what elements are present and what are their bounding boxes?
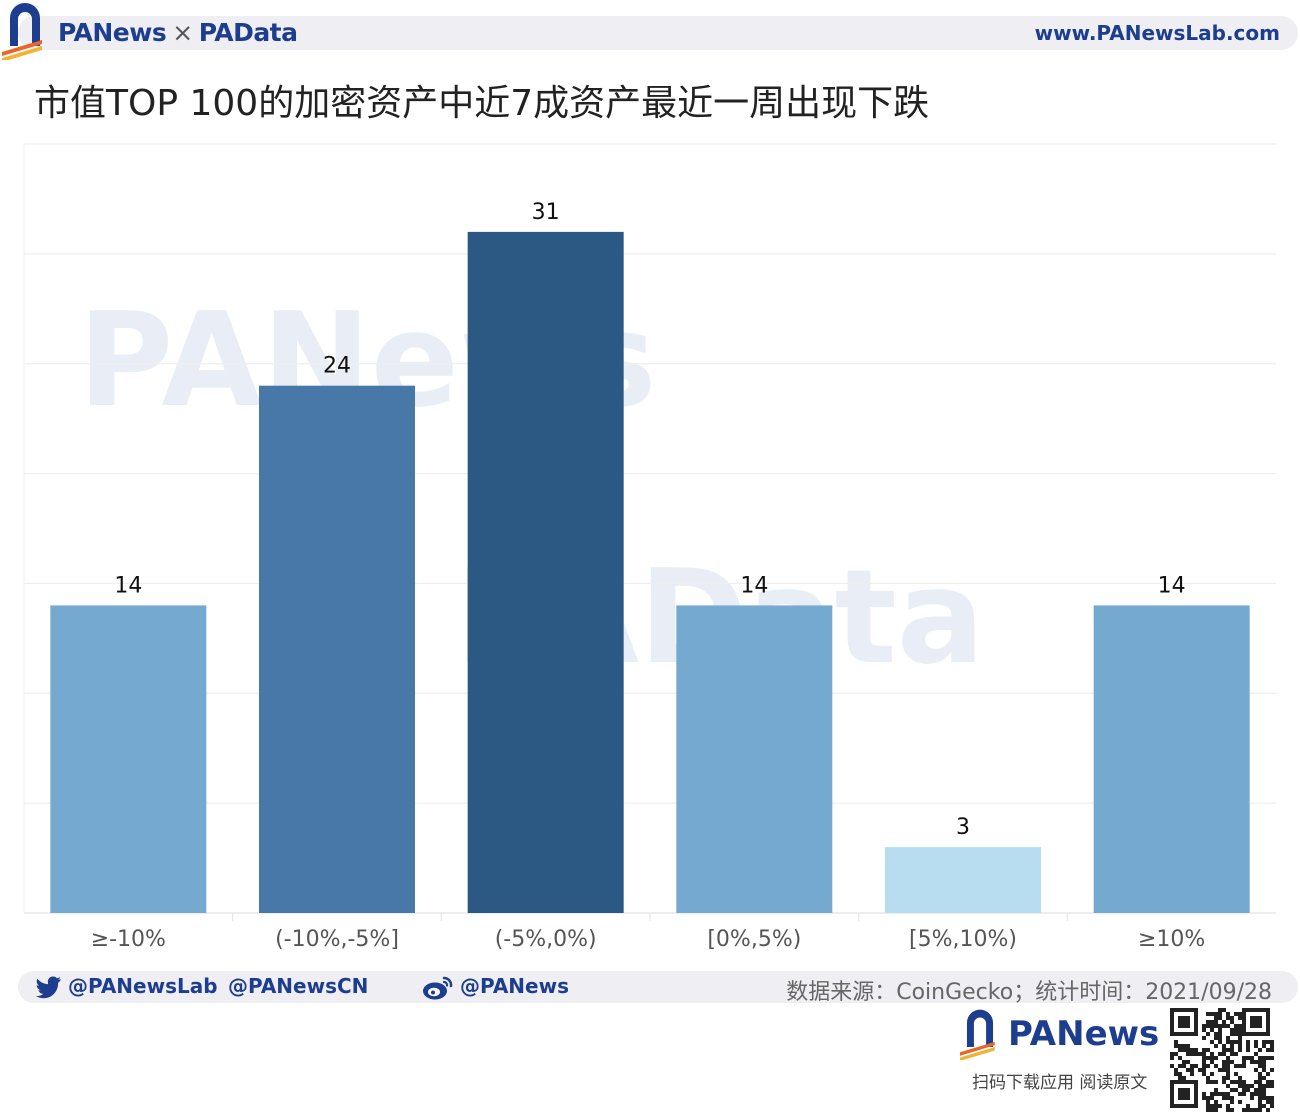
footer-brand: PANews — [1008, 1014, 1160, 1054]
twitter-handle-2[interactable]: @PANewsCN — [228, 974, 368, 998]
bar[interactable] — [1093, 605, 1250, 913]
x-tick-label: (-10%,-5%] — [275, 927, 399, 952]
panews-logo-icon — [2, 3, 42, 60]
twitter-handle-1[interactable]: @PANewsLab — [34, 974, 218, 1000]
data-source-note: 数据来源：CoinGecko；统计时间：2021/09/28 — [786, 980, 1272, 1005]
gridlines — [23, 143, 1276, 921]
data-label: 14 — [740, 573, 768, 598]
weibo-handle[interactable]: @PANews — [422, 974, 569, 1001]
twitter-handle-2-text: @PANewsCN — [228, 974, 369, 998]
site-url[interactable]: www.PANewsLab.com — [1034, 21, 1280, 45]
data-label: 31 — [532, 200, 560, 225]
x-tick-label: (-5%,0%) — [495, 927, 597, 952]
bar[interactable] — [259, 385, 415, 914]
footer-bar — [18, 971, 1298, 1003]
data-label: 24 — [323, 354, 351, 379]
x-tick-label: ≥-10% — [91, 927, 166, 952]
weibo-handle-text: @PANews — [460, 974, 569, 998]
footer-logo-icon — [960, 1009, 995, 1060]
bar[interactable] — [676, 605, 833, 913]
brand-padata: PAData — [198, 18, 298, 47]
brand-separator: × — [172, 18, 193, 47]
data-label: 3 — [956, 815, 970, 840]
chart-title: 市值TOP 100的加密资产中近7成资产最近一周出现下跌 — [34, 83, 930, 124]
bar[interactable] — [467, 231, 624, 913]
x-tick-label: ≥10% — [1138, 927, 1205, 952]
bars — [50, 231, 1250, 914]
data-label: 14 — [114, 573, 142, 598]
header-bar — [18, 16, 1298, 50]
qr-code-icon[interactable] — [1170, 1008, 1274, 1112]
data-labels: 14 24 31 14 3 14 — [114, 200, 1185, 840]
brand-panews: PANews — [58, 18, 167, 47]
x-tick-labels: ≥-10% (-10%,-5%] (-5%,0%) [0%,5%) [5%,10%) ≥1… — [91, 927, 1206, 952]
twitter-icon — [35, 975, 61, 998]
bar[interactable] — [50, 605, 207, 913]
x-tick-label: [5%,10%) — [909, 927, 1017, 952]
brand-title: PANews × PAData — [58, 18, 298, 47]
bar[interactable] — [885, 847, 1041, 913]
data-label: 14 — [1158, 573, 1186, 598]
weibo-icon — [423, 976, 453, 999]
x-tick-label: [0%,5%) — [707, 927, 801, 952]
twitter-handle-1-text: @PANewsLab — [68, 974, 218, 998]
footer-cta: 扫码下载应用 阅读原文 — [972, 1073, 1148, 1093]
